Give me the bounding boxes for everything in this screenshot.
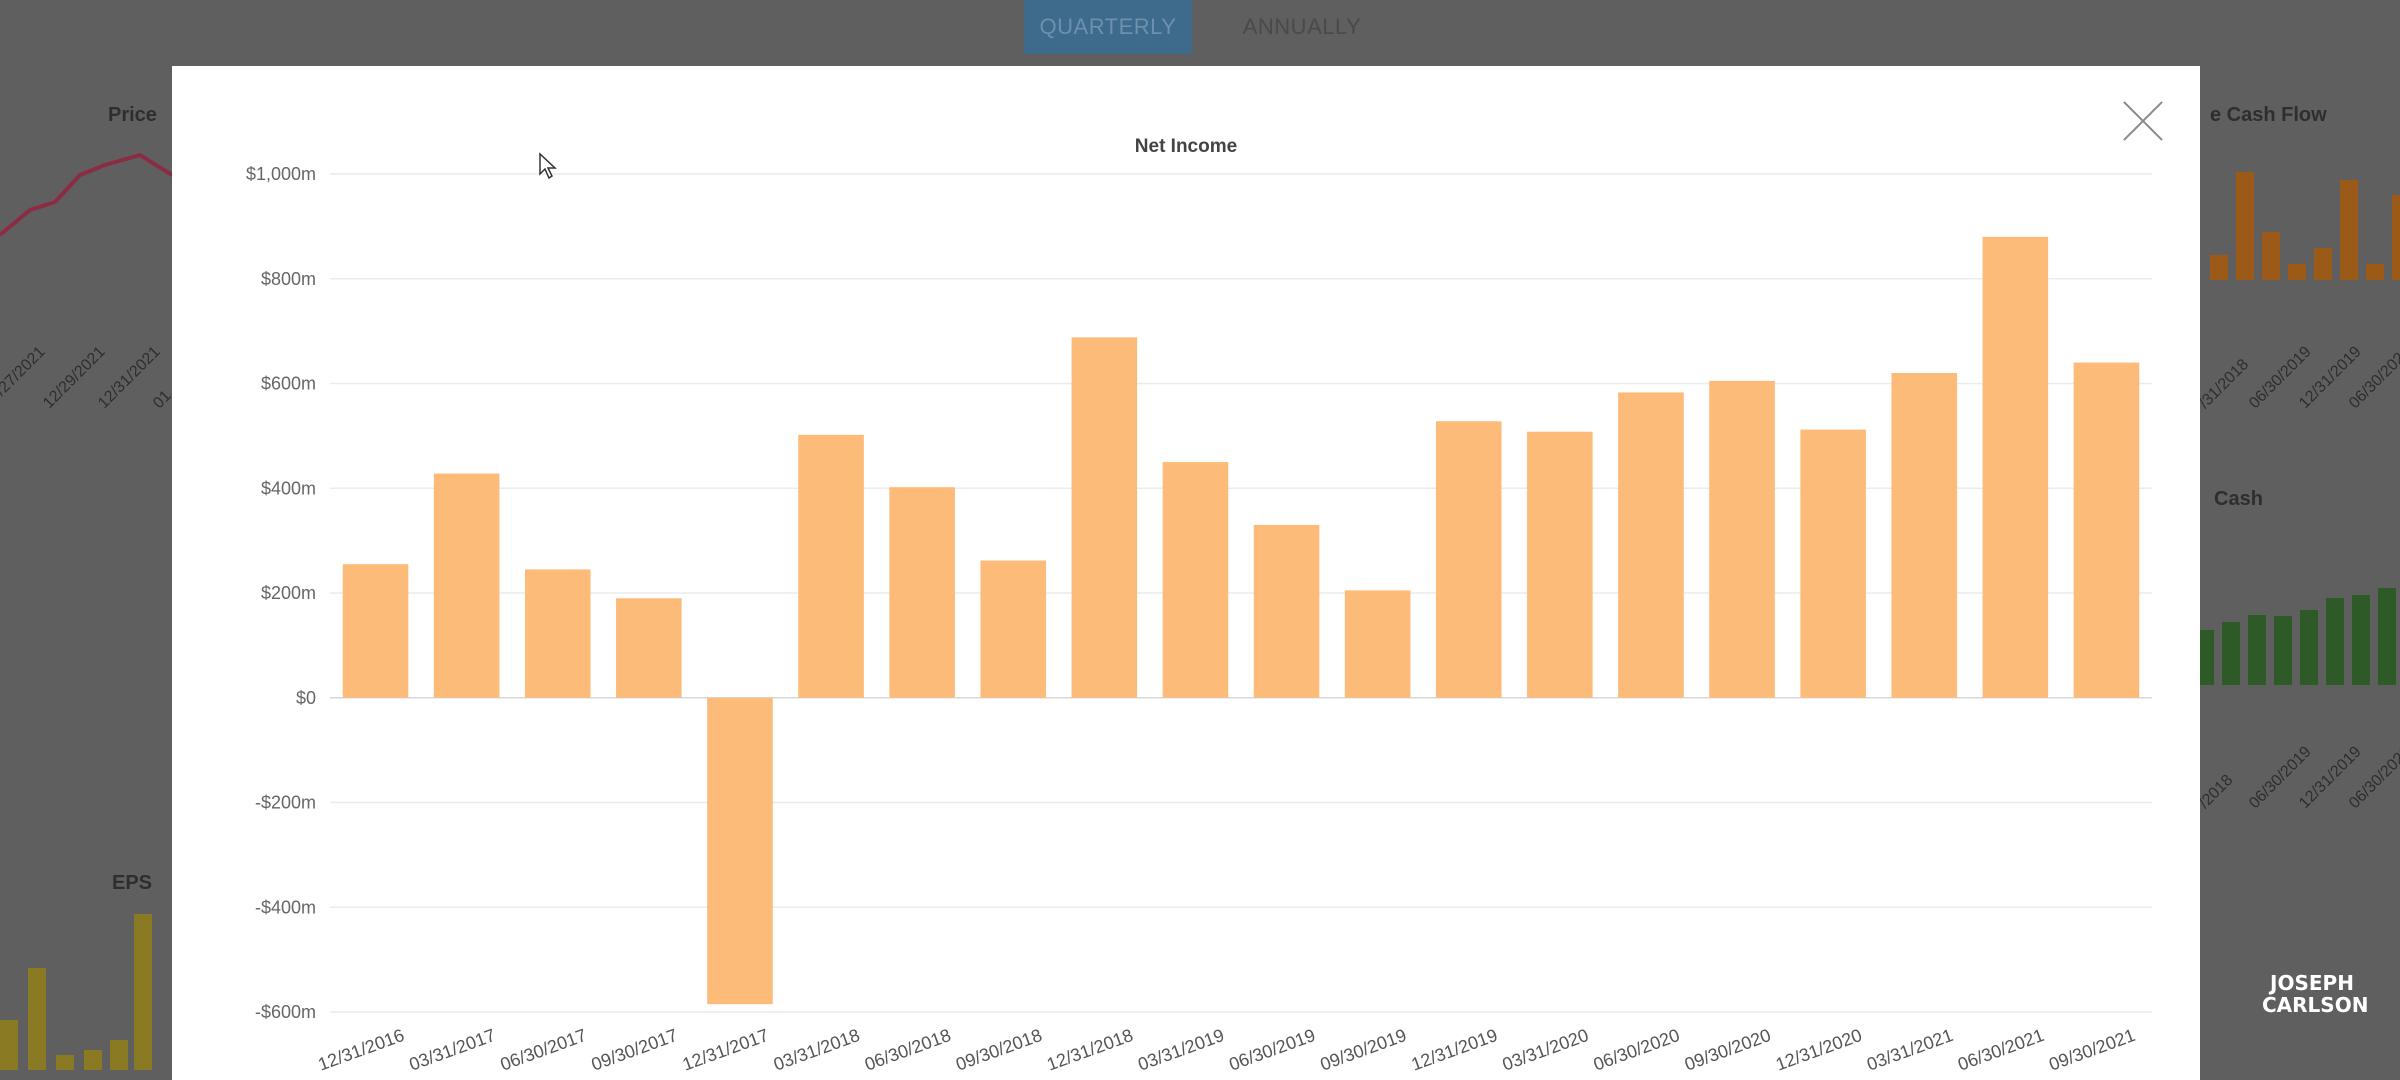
- x-tick-label: 03/31/2021: [1864, 1025, 1956, 1075]
- y-tick-label: -$200m: [255, 793, 316, 813]
- eps-mini-chart: [0, 914, 152, 1070]
- x-tick-label: 06/30/2017: [498, 1025, 590, 1075]
- x-tick-label: 03/31/2017: [407, 1025, 499, 1075]
- watermark-line-1: JOSEPH: [2270, 971, 2354, 995]
- y-tick-label: $200m: [261, 583, 316, 603]
- x-tick-label: 12/31/2016: [315, 1025, 407, 1075]
- chart-title: Net Income: [1135, 136, 1237, 157]
- bar-03/31/2020[interactable]: [1527, 431, 1593, 698]
- x-tick-label: 03/31/2018: [771, 1025, 863, 1075]
- x-tick-label: 09/30/2020: [1682, 1025, 1774, 1075]
- tab-quarterly[interactable]: QUARTERLY: [1024, 0, 1192, 54]
- x-tick-label: 09/30/2019: [1318, 1025, 1410, 1075]
- x-tick-label: 12/31/2017: [680, 1025, 772, 1075]
- bar-12/31/2018[interactable]: [1071, 337, 1138, 698]
- x-tick-label: 09/30/2021: [2046, 1025, 2138, 1075]
- y-tick-label: $0: [296, 688, 316, 708]
- y-tick-label: $400m: [261, 478, 316, 498]
- bar-12/31/2017[interactable]: [707, 697, 773, 1005]
- bar-12/31/2020[interactable]: [1800, 429, 1866, 698]
- bar-09/30/2018[interactable]: [980, 560, 1047, 698]
- cash-flow-mini-chart: [2210, 172, 2400, 280]
- x-tick-label: 06/30/2020: [1591, 1025, 1683, 1075]
- bar-09/30/2019[interactable]: [1344, 590, 1411, 698]
- y-tick-label: $600m: [261, 374, 316, 394]
- bars: [342, 236, 2140, 1005]
- x-tick-label: 09/30/2017: [589, 1025, 681, 1075]
- grid: [330, 173, 2152, 1013]
- x-tick-label: 12/31/2020: [1773, 1025, 1865, 1075]
- bar-03/31/2017[interactable]: [433, 473, 500, 698]
- x-tick-label: 12/31/2018: [1044, 1025, 1136, 1075]
- watermark-line-2: CARLSON: [2262, 993, 2369, 1017]
- cash-chart-title: Cash: [2214, 488, 2263, 510]
- bar-03/31/2018[interactable]: [798, 434, 864, 698]
- x-tick-label: 09/30/2018: [953, 1025, 1045, 1075]
- net-income-chart: Net Income $1,000m $800m $600m $400m $200m $0…: [246, 136, 2152, 1075]
- cash-flow-date-label: /31/2018: [2196, 355, 2253, 413]
- tab-annually[interactable]: ANNUALLY: [1242, 14, 1362, 39]
- bar-09/30/2020[interactable]: [1709, 380, 1775, 698]
- y-tick-label: $1,000m: [246, 164, 316, 184]
- bar-06/30/2020[interactable]: [1618, 392, 1684, 698]
- bar-06/30/2018[interactable]: [889, 487, 955, 698]
- bar-06/30/2021[interactable]: [1982, 236, 2049, 698]
- bar-06/30/2019[interactable]: [1253, 524, 1320, 698]
- mouse-cursor-icon: [539, 152, 557, 180]
- chart-modal: Net Income $1,000m $800m $600m $400m $200m $0…: [172, 66, 2200, 1080]
- bar-09/30/2017[interactable]: [616, 598, 682, 698]
- eps-chart-title: EPS: [112, 872, 153, 894]
- bar-06/30/2017[interactable]: [524, 569, 591, 698]
- x-tick-label: 06/30/2019: [1226, 1025, 1318, 1075]
- x-tick-label: 12/31/2019: [1409, 1025, 1501, 1075]
- cash-flow-chart-title: e Cash Flow: [2210, 104, 2327, 126]
- y-tick-label: -$600m: [255, 1002, 316, 1022]
- x-axis: 12/31/2016 03/31/2017 06/30/2017 09/30/2017…: [315, 1025, 2137, 1075]
- x-tick-label: 03/31/2020: [1500, 1025, 1592, 1075]
- cash-date-label: /2018: [2196, 771, 2237, 813]
- watermark: JOSEPH CARLSON: [2262, 971, 2369, 1017]
- bar-03/31/2019[interactable]: [1162, 462, 1229, 698]
- cash-mini-chart: [2200, 588, 2396, 685]
- bar-03/31/2021[interactable]: [1891, 373, 1958, 698]
- y-axis: $1,000m $800m $600m $400m $200m $0 -$200m -$400…: [246, 164, 316, 1022]
- y-tick-label: -$400m: [255, 897, 316, 917]
- price-chart-title: Price: [108, 104, 157, 126]
- x-tick-label: 03/31/2019: [1135, 1025, 1227, 1075]
- bar-12/31/2016[interactable]: [342, 564, 409, 698]
- x-tick-label: 06/30/2018: [862, 1025, 954, 1075]
- x-tick-label: 06/30/2021: [1955, 1025, 2047, 1075]
- bar-12/31/2019[interactable]: [1435, 421, 1502, 698]
- y-tick-label: $800m: [261, 269, 316, 289]
- bar-09/30/2021[interactable]: [2073, 362, 2140, 698]
- price-mini-chart: [0, 152, 172, 237]
